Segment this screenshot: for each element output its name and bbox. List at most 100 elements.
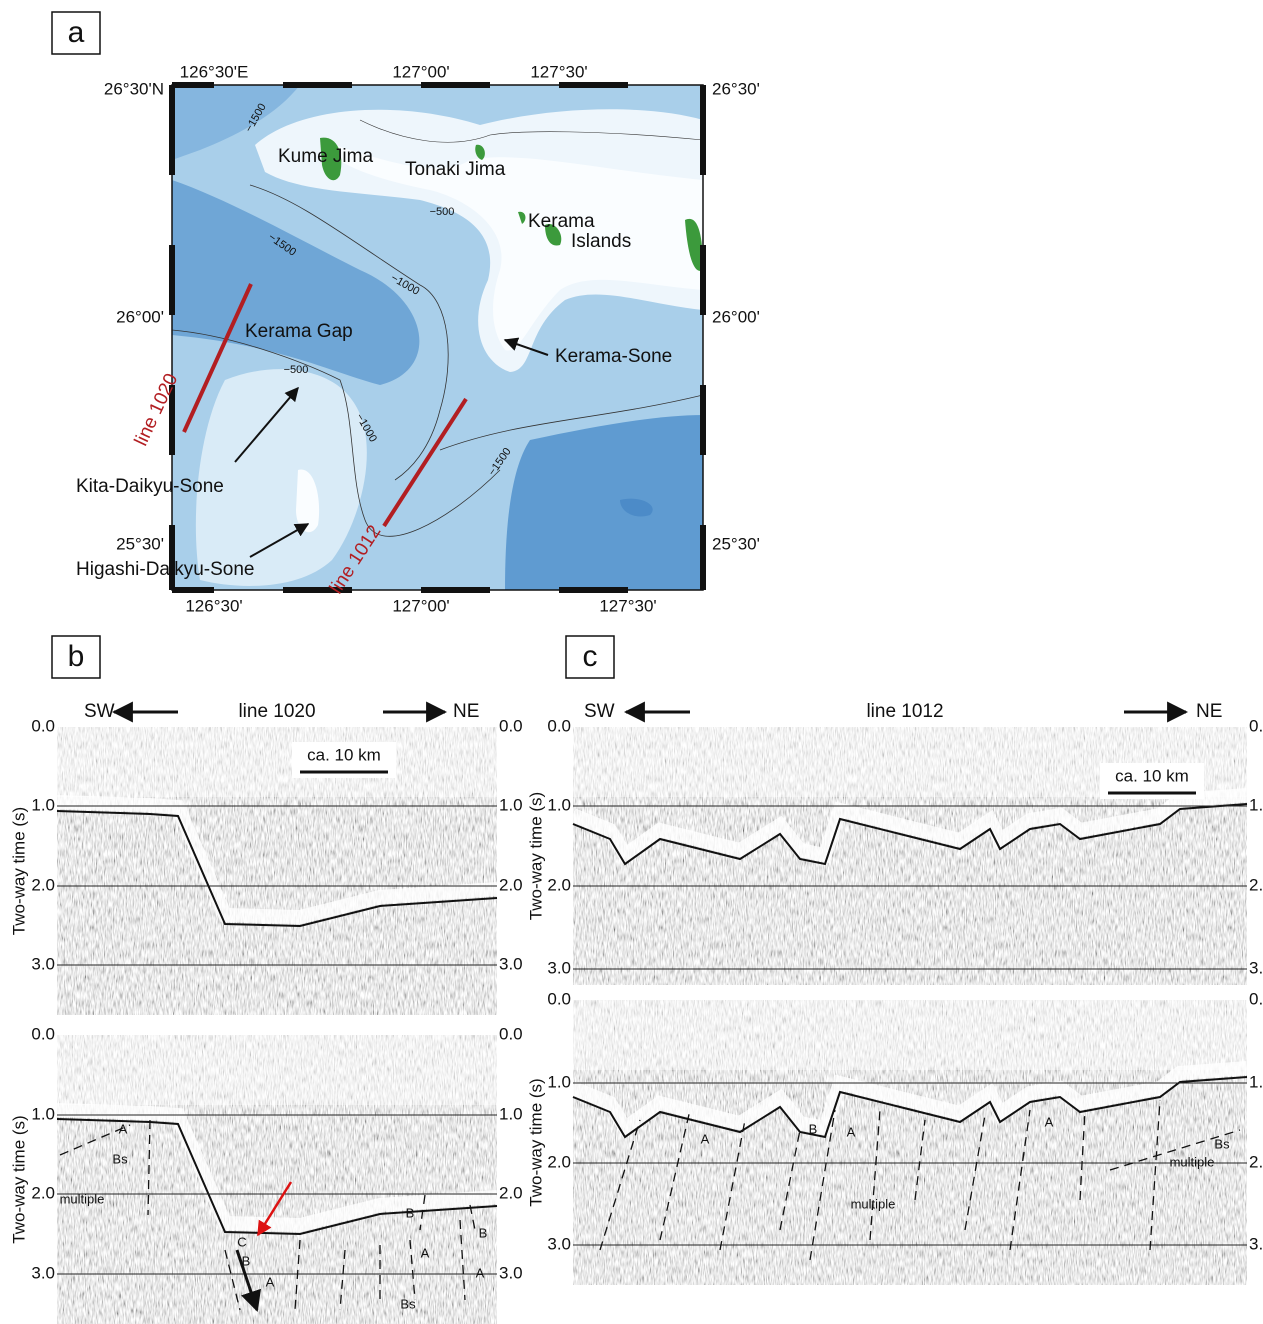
y-tick-label: 1.0 <box>547 1072 571 1091</box>
fault <box>459 1219 466 1301</box>
fault <box>1009 1109 1031 1251</box>
fault <box>1079 1109 1086 1201</box>
place-label: Higashi-Daikyu-Sone <box>76 559 254 580</box>
y-tick-label: 3.0 <box>31 954 55 973</box>
y-tick-label: 2.0 <box>31 875 55 894</box>
seafloor-glow <box>570 1061 1248 1139</box>
y-tick-label: 2.0 <box>547 875 571 894</box>
panel-label: b <box>68 640 85 673</box>
contour-label: −500 <box>430 206 455 218</box>
y-axis-label: Two-way time (s) <box>526 792 545 920</box>
lat-label: 25°30' <box>116 534 164 553</box>
fault <box>294 1239 301 1311</box>
fault <box>1109 1129 1241 1171</box>
annotation: Bs <box>112 1151 128 1166</box>
seafloor-glow <box>570 788 1248 866</box>
direction-label: NE <box>1196 701 1222 722</box>
panel-box <box>51 11 101 55</box>
arrow <box>235 1249 261 1312</box>
profile-title: line 1020 <box>238 701 315 722</box>
y-tick-label: 1.0 <box>547 795 571 814</box>
y-tick-label: 3.0 <box>31 1263 55 1282</box>
lon-label: 127°30' <box>599 596 656 615</box>
direction-label: SW <box>84 701 115 722</box>
y-tick-label: 1.0 <box>31 1104 55 1123</box>
panel-box <box>51 635 101 679</box>
survey-line <box>382 397 468 528</box>
map <box>172 85 703 590</box>
fault <box>914 1119 926 1201</box>
y-tick-label: 0.0 <box>499 1024 523 1043</box>
seafloor-glow <box>56 1103 498 1233</box>
y-tick-label: 2.0 <box>499 875 523 894</box>
place-label: Kerama-Sone <box>555 346 672 367</box>
seafloor <box>572 1076 1248 1139</box>
scale-label: ca. 10 km <box>1115 766 1189 785</box>
y-tick-label: 1.0 <box>31 795 55 814</box>
seismic-image <box>57 1035 497 1324</box>
y-tick-label: 3.0 <box>1249 958 1263 977</box>
fault <box>469 1204 476 1231</box>
annotation: B <box>479 1225 488 1240</box>
survey-line <box>182 283 253 433</box>
y-axis-label: Two-way time (s) <box>9 807 28 935</box>
annotation: Bs <box>400 1296 416 1311</box>
annotation: A <box>701 1131 710 1146</box>
direction-label: NE <box>453 701 479 722</box>
fault <box>964 1114 986 1231</box>
lat-label: 25°30' <box>712 534 760 553</box>
place-label: Kerama Gap <box>245 321 353 342</box>
y-tick-label: 1.0 <box>1249 795 1263 814</box>
y-axis-label: Two-way time (s) <box>526 1078 545 1206</box>
fault <box>809 1109 836 1261</box>
annotation: Bs <box>1214 1136 1230 1151</box>
y-tick-label: 3.0 <box>547 1234 571 1253</box>
seafloor-glow <box>56 795 498 925</box>
seismic-profile <box>570 1000 1248 1285</box>
lon-label: 126°30'E <box>180 62 249 81</box>
place-label: Kita-Daikyu-Sone <box>76 476 224 497</box>
scale-label: ca. 10 km <box>307 745 381 764</box>
lat-label: 26°30'N <box>104 79 164 98</box>
lon-label: 127°00' <box>392 62 449 81</box>
y-tick-label: 2.0 <box>547 1152 571 1171</box>
y-tick-label: 3.0 <box>499 1263 523 1282</box>
place-label: Kume Jima <box>278 146 373 167</box>
lat-label: 26°00' <box>712 307 760 326</box>
annotation: B <box>406 1205 415 1220</box>
contour-label: −500 <box>284 364 309 376</box>
arrow <box>503 337 549 356</box>
lat-label: 26°30' <box>712 79 760 98</box>
profile-title: line 1012 <box>866 701 943 722</box>
y-tick-label: 0.0 <box>547 716 571 735</box>
fault <box>224 1249 241 1311</box>
arrow <box>234 386 299 463</box>
annotation: A <box>266 1274 275 1289</box>
fault <box>599 1119 641 1251</box>
fault <box>339 1249 346 1311</box>
lon-label: 127°30' <box>530 62 587 81</box>
annotation: C <box>237 1234 246 1249</box>
annotation: B <box>809 1121 818 1136</box>
y-tick-label: 0.0 <box>31 716 55 735</box>
seismic-image <box>573 1000 1247 1285</box>
annotation: A <box>119 1121 128 1136</box>
fault <box>59 1124 131 1156</box>
y-tick-label: 1.0 <box>499 1104 523 1123</box>
fault <box>779 1129 801 1231</box>
y-tick-label: 2.0 <box>1249 875 1263 894</box>
fault <box>409 1239 416 1301</box>
y-tick-label: 0.0 <box>547 989 571 1008</box>
y-tick-label: 0.0 <box>1249 716 1263 735</box>
annotation: B <box>242 1253 251 1268</box>
annotation: multiple <box>60 1191 105 1206</box>
panel-label: c <box>583 640 598 673</box>
place-label: Tonaki Jima <box>405 159 506 180</box>
fault <box>869 1109 881 1241</box>
y-tick-label: 3.0 <box>499 954 523 973</box>
seismic-profile <box>56 1035 498 1324</box>
seismic-profile <box>56 727 498 1015</box>
fault <box>719 1119 746 1251</box>
y-tick-label: 1.0 <box>1249 1072 1263 1091</box>
annotation: A <box>1045 1114 1054 1129</box>
